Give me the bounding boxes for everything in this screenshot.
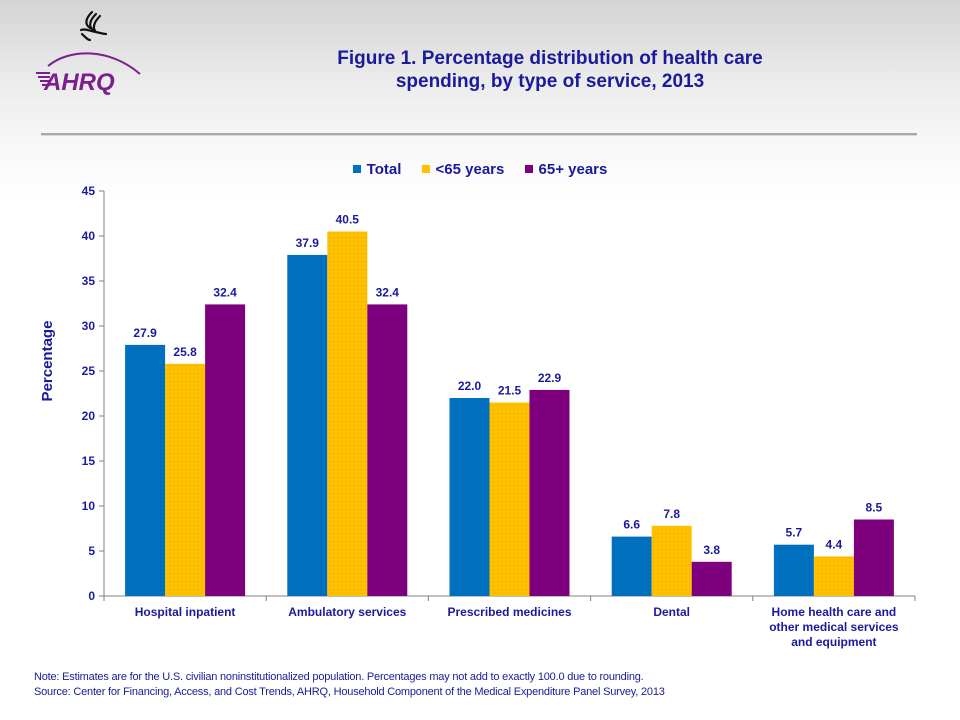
bar <box>125 344 166 596</box>
bar <box>529 389 570 596</box>
data-label: 3.8 <box>703 543 720 557</box>
legend-swatch-over65 <box>524 165 533 173</box>
data-label: 4.4 <box>826 537 843 551</box>
y-tick-label: 30 <box>82 319 96 333</box>
footnote-source: Source: Center for Financing, Access, an… <box>34 686 665 698</box>
chart-title: Figure 1. Percentage distribution of hea… <box>230 47 870 93</box>
y-tick-label: 10 <box>82 499 96 513</box>
bar <box>205 304 246 596</box>
x-tick-label: Home health care and other medical servic… <box>769 605 899 649</box>
data-label: 7.8 <box>663 507 680 521</box>
y-axis-label: Percentage <box>39 321 56 402</box>
data-label: 25.8 <box>173 345 197 359</box>
data-label: 5.7 <box>786 526 803 540</box>
bar <box>691 561 732 596</box>
bar <box>773 544 814 596</box>
data-label: 32.4 <box>213 285 237 299</box>
header-divider <box>41 133 917 136</box>
chart-legend: Total <65 years 65+ years <box>0 160 960 178</box>
bar <box>449 398 490 596</box>
legend-label-under65: <65 years <box>435 160 505 178</box>
data-label: 22.9 <box>538 371 562 385</box>
logo-text: AHRQ <box>43 69 115 96</box>
data-label: 22.0 <box>458 379 482 393</box>
bar <box>367 304 408 596</box>
ahrq-wordmark-icon: AHRQ <box>36 52 141 96</box>
bar <box>651 525 692 596</box>
legend-item-under65: <65 years <box>421 160 505 178</box>
y-tick-label: 35 <box>82 274 96 288</box>
y-tick-label: 25 <box>82 364 96 378</box>
data-label: 6.6 <box>623 518 640 532</box>
data-label: 40.5 <box>336 213 360 227</box>
y-tick-label: 40 <box>82 229 96 243</box>
legend-label-over65: 65+ years <box>538 160 608 178</box>
legend-item-total: Total <box>352 160 402 178</box>
data-label: 21.5 <box>498 384 522 398</box>
bars <box>125 231 894 596</box>
y-tick-label: 20 <box>82 409 96 423</box>
ahrq-logo: AHRQ <box>30 4 150 104</box>
bar <box>813 556 854 596</box>
bar <box>287 254 328 596</box>
hhs-eagle-icon <box>79 10 108 42</box>
legend-label-total: Total <box>366 160 402 178</box>
x-axis: Hospital inpatient Ambulatory services Pre… <box>103 595 916 649</box>
x-tick-label: Prescribed medicines <box>447 605 571 619</box>
bar <box>611 536 652 596</box>
bar <box>489 402 530 596</box>
bar <box>853 519 894 596</box>
footnote-note: Note: Estimates are for the U.S. civilia… <box>34 671 644 683</box>
bar <box>165 363 206 596</box>
bar <box>327 231 368 596</box>
data-label: 37.9 <box>296 236 320 250</box>
title-line-1: Figure 1. Percentage distribution of hea… <box>337 48 763 69</box>
footnote: Note: Estimates are for the U.S. civilia… <box>34 670 665 700</box>
y-tick-label: 0 <box>88 589 95 603</box>
data-label: 32.4 <box>376 285 400 299</box>
y-tick-label: 45 <box>82 184 96 198</box>
legend-swatch-total <box>352 165 361 173</box>
x-tick-label: Hospital inpatient <box>135 605 236 619</box>
legend-swatch-under65 <box>421 165 430 173</box>
data-label: 8.5 <box>866 501 883 515</box>
y-axis: 0 5 10 15 20 25 30 35 40 45 <box>82 184 105 603</box>
y-tick-label: 5 <box>88 544 95 558</box>
title-line-2: spending, by type of service, 2013 <box>395 71 705 92</box>
y-tick-label: 15 <box>82 454 96 468</box>
data-label: 27.9 <box>133 326 157 340</box>
x-tick-label: Dental <box>653 605 690 619</box>
data-labels: 27.9 37.9 22.0 6.6 5.7 25.8 40.5 21.5 7.8 4.4 32.4… <box>133 213 882 557</box>
legend-item-over65: 65+ years <box>524 160 608 178</box>
x-tick-label: Ambulatory services <box>288 605 406 619</box>
